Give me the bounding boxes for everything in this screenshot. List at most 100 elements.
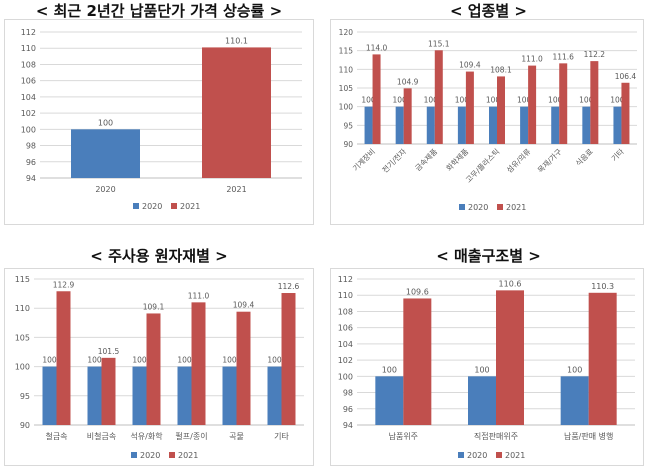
y-tick-label: 110: [21, 44, 36, 53]
x-tick-label: 전기/전자: [380, 146, 408, 174]
bar-2021: [590, 61, 599, 145]
chart-title: < 업종별 >: [450, 2, 527, 20]
data-label: 114.0: [366, 43, 388, 52]
legend-swatch-2020: [458, 452, 464, 458]
y-tick-label: 110: [15, 304, 30, 313]
x-tick-label: 직접판매위주: [474, 431, 518, 441]
bar-2021: [372, 54, 381, 144]
y-tick-label: 104: [338, 340, 353, 349]
bar-2020: [132, 366, 147, 425]
legend-label: 2021: [178, 451, 198, 460]
data-label: 100: [474, 365, 489, 374]
y-tick-label: 90: [20, 421, 30, 430]
bar-2020: [582, 106, 591, 144]
bar-2021: [56, 291, 71, 425]
data-label: 100: [382, 365, 397, 374]
data-label: 100: [42, 356, 57, 365]
bar-2020: [222, 366, 237, 425]
data-label: 110.1: [225, 36, 248, 45]
y-tick-label: 102: [338, 356, 353, 365]
y-tick-label: 110: [339, 65, 354, 74]
legend-label: 2021: [180, 202, 200, 211]
bar-2020: [560, 376, 589, 425]
legend-swatch-2020: [459, 204, 465, 210]
y-tick-label: 102: [21, 109, 36, 118]
data-label: 100: [424, 96, 439, 105]
data-label: 100: [579, 96, 594, 105]
y-tick-label: 100: [338, 372, 353, 381]
bar-2020: [42, 366, 57, 425]
data-label: 115.1: [428, 39, 450, 48]
panel-industry: < 업종별 > 90 95 100 105 110 115 120 100 114.0 기계장비 1…: [327, 0, 650, 230]
chart-industry: 90 95 100 105 110 115 120 100 114.0 기계장비 100 104.9 전…: [339, 28, 637, 212]
y-tick-label: 100: [339, 103, 354, 112]
bar-2021: [403, 298, 432, 425]
y-tick-label: 106: [338, 324, 353, 333]
data-label: 108.1: [490, 65, 512, 74]
panel-overall: < 최근 2년간 납품단가 가격 상승률 > 94 96 98 100 102 104 10…: [0, 0, 318, 230]
x-tick-label: 기계장비: [350, 146, 377, 173]
y-tick-label: 105: [15, 333, 30, 342]
bar-2021: [403, 88, 412, 144]
data-label: 100: [517, 96, 532, 105]
y-tick-label: 120: [339, 28, 354, 37]
bar-2021: [588, 292, 617, 425]
bar-2021: [434, 50, 443, 144]
bar-2020: [87, 366, 102, 425]
legend-label: 2020: [140, 451, 160, 460]
data-label: 100: [267, 356, 282, 365]
bar-2021: [202, 47, 271, 179]
legend-label: 2020: [467, 451, 487, 460]
y-tick-label: 90: [343, 140, 353, 149]
y-tick-label: 98: [343, 389, 353, 398]
data-label: 106.4: [615, 72, 637, 81]
data-label: 100: [610, 96, 625, 105]
bar-2020: [375, 376, 404, 425]
panel-material: < 주사용 원자재별 > 90 95 100 105 110 115 100 112.9 철금속…: [0, 243, 318, 471]
data-label: 100: [132, 356, 147, 365]
bar-2020: [426, 106, 435, 144]
data-label: 100: [177, 356, 192, 365]
bar-2021: [465, 71, 474, 144]
x-tick-label: 섬유/의류: [504, 146, 532, 174]
legend-label: 2020: [468, 203, 488, 212]
legend-swatch-2020: [131, 452, 137, 458]
data-label: 109.4: [233, 301, 255, 310]
y-tick-label: 95: [20, 392, 30, 401]
y-tick-label: 98: [26, 142, 36, 151]
x-tick-label: 납품위주: [389, 432, 418, 441]
x-tick-label: 기타: [274, 432, 289, 441]
x-tick-label: 2021: [226, 185, 246, 194]
data-label: 100: [455, 96, 470, 105]
legend-swatch-2021: [171, 203, 177, 209]
x-tick-label: 화학제품: [444, 146, 471, 173]
data-label: 112.9: [53, 280, 75, 289]
bar-2020: [468, 376, 496, 425]
bar-2021: [281, 293, 296, 425]
x-tick-label: 펄프/종이: [175, 431, 207, 441]
y-tick-label: 108: [338, 307, 353, 316]
data-label: 100: [98, 118, 113, 127]
bar-2020: [364, 106, 373, 144]
y-tick-label: 105: [339, 84, 354, 93]
y-tick-label: 96: [343, 405, 353, 414]
bar-2021: [236, 311, 251, 425]
data-label: 101.5: [98, 347, 120, 356]
data-label: 109.1: [143, 302, 165, 311]
chart-overall: 94 96 98 100 102 104 106 108 110 112 100 2020 110.1 2…: [21, 28, 302, 211]
x-tick-label: 금속제품: [413, 147, 439, 173]
y-tick-label: 100: [21, 125, 36, 134]
legend-swatch-2021: [496, 452, 502, 458]
bar-2020: [520, 106, 529, 144]
bar-2020: [71, 129, 140, 178]
legend-label: 2021: [506, 203, 526, 212]
chart-title: < 매출구조별 >: [436, 247, 541, 265]
y-tick-label: 112: [338, 275, 353, 284]
y-tick-label: 95: [343, 121, 353, 130]
x-tick-label: 식음료: [574, 147, 595, 168]
y-tick-label: 104: [21, 93, 36, 102]
data-label: 111.0: [188, 291, 210, 300]
data-label: 111.6: [552, 52, 574, 61]
y-tick-label: 110: [338, 291, 353, 300]
panel-sales-structure: < 매출구조별 > 94 96 98 100 102 104 106 108 110 112 100…: [327, 243, 650, 471]
